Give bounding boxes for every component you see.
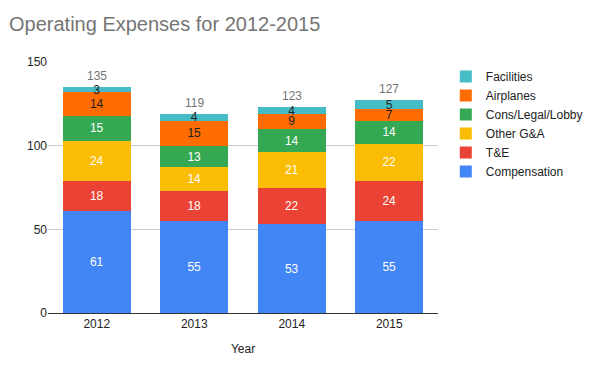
svg-text:Cons/Legal/Lobby: Cons/Legal/Lobby [486,108,583,122]
svg-text:53: 53 [285,262,299,276]
svg-text:127: 127 [379,82,399,96]
svg-text:Compensation: Compensation [486,165,563,179]
svg-text:135: 135 [87,69,107,83]
svg-text:24: 24 [90,154,104,168]
svg-text:150: 150 [27,55,47,69]
svg-text:13: 13 [187,150,201,164]
svg-text:15: 15 [90,121,104,135]
svg-text:2015: 2015 [376,317,403,331]
svg-text:61: 61 [90,255,104,269]
svg-text:Airplanes: Airplanes [486,89,536,103]
svg-text:2013: 2013 [181,317,208,331]
svg-text:9: 9 [288,114,295,128]
svg-text:22: 22 [285,199,299,213]
svg-text:100: 100 [27,139,47,153]
svg-text:3: 3 [93,83,100,97]
svg-text:7: 7 [386,108,393,122]
svg-text:2012: 2012 [83,317,110,331]
svg-text:4: 4 [191,110,198,124]
svg-text:55: 55 [382,260,396,274]
svg-text:14: 14 [90,97,104,111]
svg-text:119: 119 [185,96,204,110]
svg-text:24: 24 [382,194,396,208]
svg-text:Year: Year [231,342,255,356]
svg-text:Operating Expenses for 2012-20: Operating Expenses for 2012-2015 [9,13,320,35]
svg-text:Facilities: Facilities [486,70,533,84]
svg-text:18: 18 [187,199,201,213]
svg-text:Other G&A: Other G&A [486,127,545,141]
svg-text:2014: 2014 [278,317,305,331]
svg-text:123: 123 [282,89,302,103]
svg-text:15: 15 [187,126,201,140]
svg-text:14: 14 [187,172,201,186]
svg-text:55: 55 [187,260,201,274]
svg-text:50: 50 [34,223,48,237]
svg-text:21: 21 [285,163,299,177]
svg-text:18: 18 [90,189,104,203]
svg-text:5: 5 [386,98,393,112]
svg-text:T&E: T&E [486,146,509,160]
svg-text:14: 14 [285,134,299,148]
svg-text:0: 0 [40,306,47,320]
svg-text:14: 14 [382,125,396,139]
svg-text:22: 22 [382,155,396,169]
svg-text:4: 4 [288,104,295,118]
